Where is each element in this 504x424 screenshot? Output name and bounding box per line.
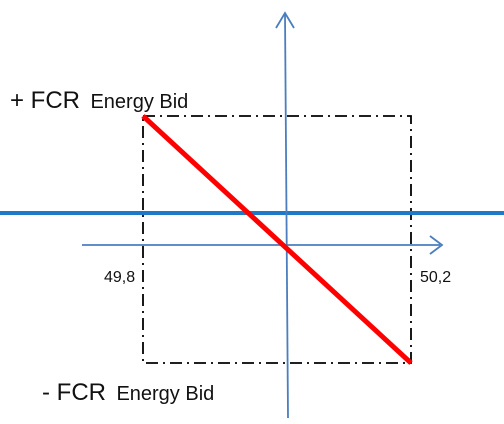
top-label-text: Energy Bid	[90, 91, 188, 113]
band-box	[142, 115, 412, 364]
power-axis	[284, 13, 289, 419]
tick-label-left: 49,8	[104, 269, 135, 286]
top-label-sign: + FCR	[10, 87, 80, 114]
tick-label-right: 50,2	[420, 269, 451, 286]
bottom-label: - FCR Energy Bid	[42, 379, 214, 406]
power-axis-arrowhead	[275, 11, 295, 29]
droop-line	[141, 114, 413, 365]
bottom-label-text: Energy Bid	[116, 383, 214, 405]
bottom-label-sign: - FCR	[42, 379, 106, 406]
frequency-axis-arrowhead	[429, 235, 444, 255]
top-label: + FCR Energy Bid	[10, 87, 188, 114]
